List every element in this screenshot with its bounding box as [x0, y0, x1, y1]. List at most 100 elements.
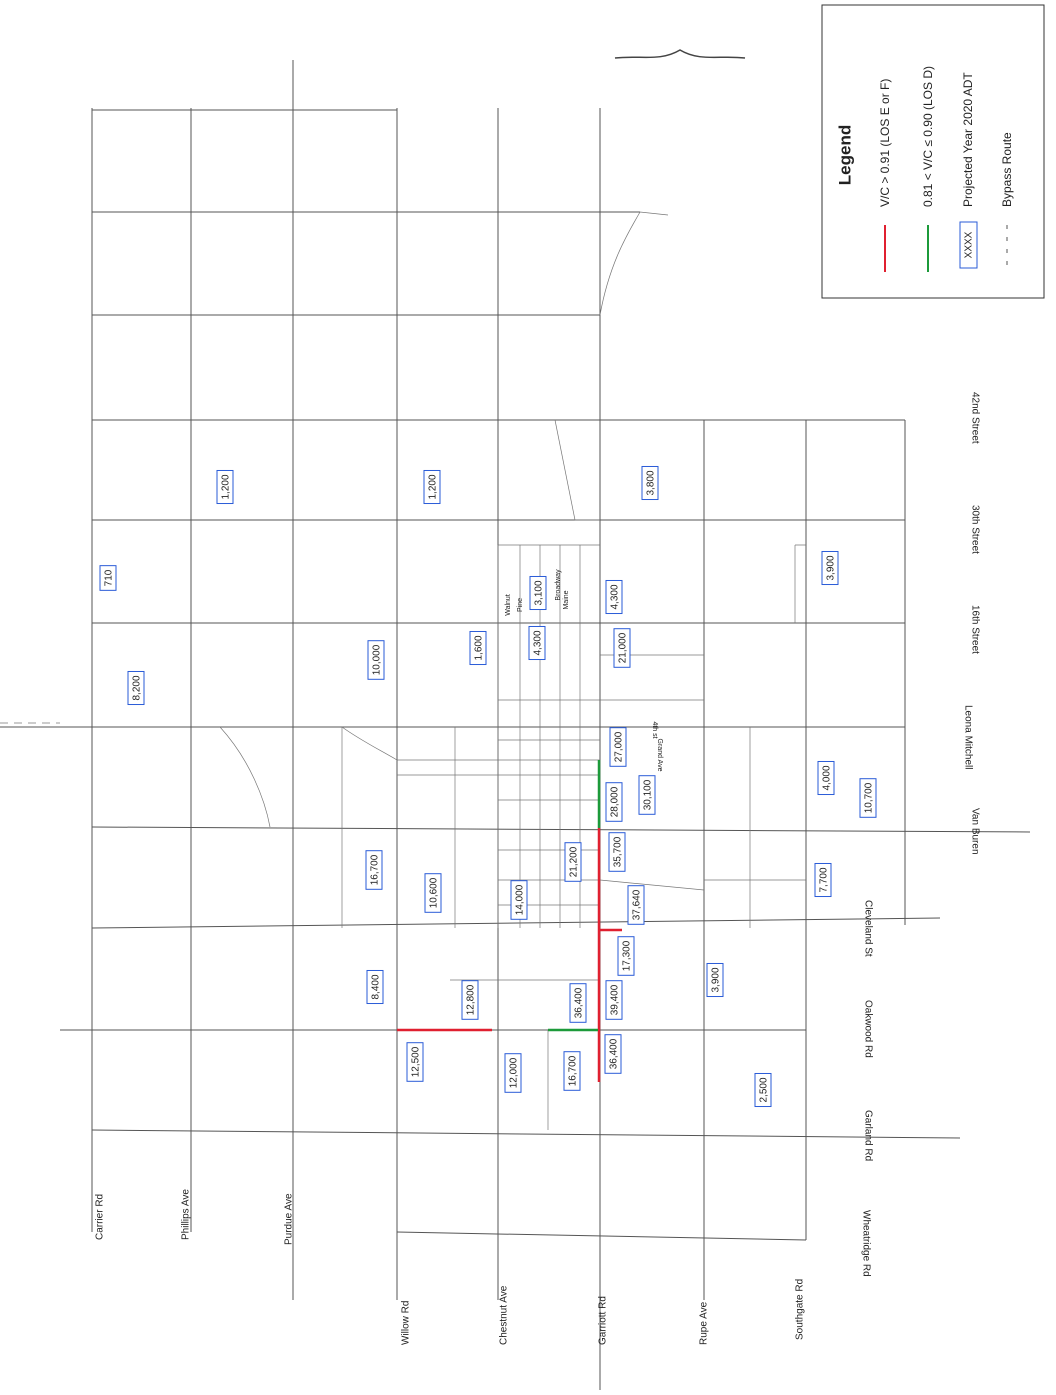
adt-label: 3,100 [530, 576, 546, 609]
adt-label: 10,600 [425, 874, 441, 913]
adt-label: 30,100 [639, 776, 655, 815]
street-label: Phillips Ave [181, 1189, 192, 1240]
adt-label: 14,000 [511, 881, 527, 920]
adt-value: 8,200 [132, 675, 143, 700]
adt-value: 12,000 [509, 1057, 520, 1088]
legend-title: Legend [835, 125, 854, 185]
adt-value: 35,700 [613, 836, 624, 867]
legend-item: Projected Year 2020 ADT [961, 72, 975, 207]
adt-value: 3,100 [534, 580, 545, 605]
adt-label: 2,500 [755, 1073, 771, 1106]
street-label-small: Maine [563, 590, 570, 609]
street-label: Wheatridge Rd [860, 1210, 871, 1277]
adt-value: 7,700 [819, 867, 830, 892]
adt-value: 21,200 [569, 846, 580, 877]
legend-item: Bypass Route [1000, 132, 1014, 207]
street-label: Chestnut Ave [499, 1285, 510, 1345]
street-label: Purdue Ave [284, 1193, 295, 1245]
adt-value: 8,400 [371, 974, 382, 999]
adt-value: 3,800 [646, 470, 657, 495]
adt-value: 36,400 [609, 1038, 620, 1069]
street-label: Leona Mitchell [962, 705, 973, 769]
street-label: Oakwood Rd [862, 1000, 873, 1058]
adt-label: 10,700 [860, 779, 876, 818]
adt-label: 10,000 [368, 641, 384, 680]
adt-value: 30,100 [643, 779, 654, 810]
adt-label: 39,400 [606, 981, 622, 1020]
adt-value: 27,000 [614, 731, 625, 762]
adt-value: 16,700 [370, 854, 381, 885]
adt-label: 37,640 [628, 886, 644, 925]
street-label-small: Walnut [505, 594, 512, 616]
adt-label: 8,200 [128, 671, 144, 704]
street-label: Van Buren [969, 808, 980, 855]
street-label-small: 4th st [651, 721, 658, 738]
street-label-small: Broadway [555, 569, 562, 601]
adt-label: 7,700 [815, 863, 831, 896]
legend: Legend XXXX V/C > 0.91 (LOS E or F) 0.81… [822, 5, 1044, 298]
adt-value: 3,900 [711, 967, 722, 992]
adt-value: 14,000 [515, 884, 526, 915]
adt-value: 28,000 [610, 786, 621, 817]
street-label: 30th Street [969, 505, 980, 554]
adt-label: 710 [100, 566, 116, 591]
adt-label: 35,700 [609, 833, 625, 872]
adt-value: 37,640 [632, 889, 643, 920]
adt-label: 17,300 [618, 937, 634, 976]
adt-value: 2,500 [759, 1077, 770, 1102]
map: Legend XXXX V/C > 0.91 (LOS E or F) 0.81… [0, 0, 1056, 1395]
adt-label: 36,400 [605, 1035, 621, 1074]
street-label: 42nd Street [969, 392, 980, 444]
adt-label: 16,700 [366, 851, 382, 890]
street-label-small: Grand Ave [656, 739, 663, 772]
street-label: Garriott Rd [598, 1296, 609, 1345]
adt-label: 27,000 [610, 728, 626, 767]
adt-value: 4,000 [822, 765, 833, 790]
adt-value: 3,900 [826, 555, 837, 580]
adt-label: 1,200 [217, 470, 233, 503]
street-label: 16th Street [969, 605, 980, 654]
adt-value: 10,000 [372, 644, 383, 675]
adt-value: 4,300 [610, 584, 621, 609]
adt-label: 8,400 [367, 970, 383, 1003]
adt-label: 3,900 [822, 551, 838, 584]
adt-label: 12,500 [407, 1043, 423, 1082]
adt-label: 12,000 [505, 1054, 521, 1093]
street-label: Garland Rd [862, 1110, 873, 1161]
adt-label: 28,000 [606, 783, 622, 822]
adt-value: 21,000 [618, 632, 629, 663]
adt-label: 3,900 [707, 963, 723, 996]
adt-label: 4,300 [529, 626, 545, 659]
adt-label: 12,800 [462, 981, 478, 1020]
street-label: Carrier Rd [95, 1194, 106, 1240]
street-label: Southgate Rd [795, 1279, 806, 1340]
adt-label: 1,600 [470, 631, 486, 664]
legend-item: 0.81 < V/C ≤ 0.90 (LOS D) [921, 66, 935, 207]
adt-label: 4,300 [606, 580, 622, 613]
adt-value: 16,700 [568, 1055, 579, 1086]
legend-item: V/C > 0.91 (LOS E or F) [878, 79, 892, 207]
adt-label: 21,200 [565, 843, 581, 882]
adt-value: 36,400 [574, 987, 585, 1018]
street-label: Rupe Ave [699, 1301, 710, 1345]
adt-value: 39,400 [610, 984, 621, 1015]
adt-value: 710 [104, 569, 115, 586]
adt-value: 4,300 [533, 630, 544, 655]
adt-value: 10,600 [429, 877, 440, 908]
adt-value: 1,200 [428, 474, 439, 499]
adt-value: 1,200 [221, 474, 232, 499]
street-label-small: Pine [517, 598, 524, 612]
adt-label: 21,000 [614, 629, 630, 668]
adt-value: 10,700 [864, 782, 875, 813]
adt-value: 17,300 [622, 940, 633, 971]
adt-value: 1,600 [474, 635, 485, 660]
adt-label: 4,000 [818, 761, 834, 794]
adt-value: 12,500 [411, 1046, 422, 1077]
adt-label: 3,800 [642, 466, 658, 499]
legend-sample: XXXX [964, 231, 975, 258]
adt-label: 1,200 [424, 470, 440, 503]
street-label: Willow Rd [401, 1301, 412, 1345]
street-label: Cleveland St [862, 900, 873, 957]
adt-label: 36,400 [570, 984, 586, 1023]
adt-label: 16,700 [564, 1052, 580, 1091]
